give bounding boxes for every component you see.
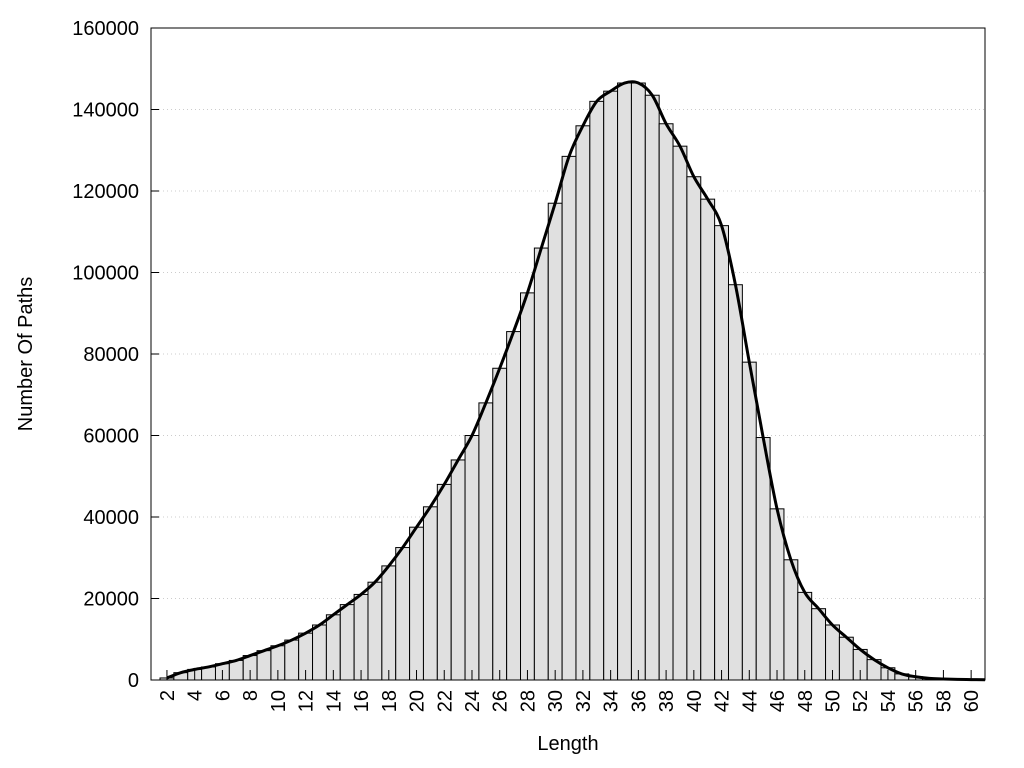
x-tick-label: 6 <box>212 690 234 701</box>
bar <box>395 547 411 681</box>
y-axis-label: Number Of Paths <box>15 277 37 432</box>
bar <box>561 155 577 681</box>
bar <box>436 483 452 681</box>
x-tick-label: 2 <box>157 690 179 701</box>
bar <box>409 526 424 681</box>
x-tick-label: 48 <box>795 690 817 712</box>
bar <box>589 100 605 681</box>
bar <box>575 125 591 681</box>
bar <box>478 402 494 681</box>
bar <box>603 90 619 681</box>
x-tick-label: 42 <box>712 690 734 712</box>
x-tick-label: 56 <box>906 690 928 712</box>
bar <box>630 82 646 681</box>
y-tick-label: 60000 <box>83 426 139 448</box>
x-tick-label: 8 <box>240 690 262 701</box>
bar <box>520 292 535 681</box>
x-axis-label: Length <box>537 733 598 755</box>
bar <box>464 435 480 681</box>
x-tick-label: 30 <box>545 690 567 712</box>
bar <box>353 593 369 681</box>
x-tick-label: 50 <box>822 690 844 712</box>
x-tick-label: 58 <box>933 690 955 712</box>
x-tick-label: 36 <box>628 690 650 712</box>
x-tick-label: 14 <box>323 690 345 712</box>
trend-line <box>166 80 986 682</box>
bar <box>783 559 799 681</box>
bar <box>811 608 827 681</box>
x-tick-label: 38 <box>656 690 678 712</box>
x-tick-label: 4 <box>185 690 207 701</box>
bar <box>492 367 508 681</box>
bar <box>256 650 272 681</box>
bar <box>450 459 466 681</box>
bar <box>658 123 674 681</box>
x-tick-label: 52 <box>850 690 872 712</box>
y-tick-label: 140000 <box>72 100 139 122</box>
bar <box>617 82 632 681</box>
plot-frame <box>150 27 986 681</box>
x-tick-label: 54 <box>878 690 900 712</box>
bar <box>686 176 702 681</box>
x-tick-label: 28 <box>517 690 539 712</box>
x-tick-label: 34 <box>601 690 623 712</box>
x-tick-label: 26 <box>490 690 512 712</box>
x-tick-label: 18 <box>379 690 401 712</box>
bar <box>312 624 327 681</box>
bar <box>506 331 522 681</box>
bar <box>367 581 383 681</box>
bar <box>533 247 549 681</box>
y-tick-label: 40000 <box>83 507 139 529</box>
x-tick-label: 46 <box>767 690 789 712</box>
x-tick-label: 12 <box>296 690 318 712</box>
y-tick-label: 0 <box>128 670 139 692</box>
x-tick-label: 16 <box>351 690 373 712</box>
bar <box>228 659 244 681</box>
x-tick-label: 32 <box>573 690 595 712</box>
bar <box>700 198 716 681</box>
y-tick-label: 160000 <box>72 18 139 40</box>
x-tick-label: 44 <box>739 690 761 712</box>
bar <box>422 506 438 681</box>
x-tick-label: 22 <box>434 690 456 712</box>
bar <box>381 565 397 681</box>
bar <box>797 591 813 681</box>
y-tick-label: 80000 <box>83 344 139 366</box>
x-tick-label: 40 <box>684 690 706 712</box>
bar <box>672 145 688 681</box>
y-tick-label: 100000 <box>72 263 139 285</box>
bar <box>339 604 355 681</box>
x-tick-label: 10 <box>268 690 290 712</box>
bar <box>547 202 563 681</box>
bar <box>741 361 757 681</box>
bar <box>755 437 771 681</box>
y-tick-label: 120000 <box>72 181 139 203</box>
x-tick-label: 24 <box>462 690 484 712</box>
y-tick-label: 20000 <box>83 589 139 611</box>
bar <box>714 225 729 681</box>
x-tick-label: 60 <box>961 690 983 712</box>
bar <box>644 94 660 681</box>
bar <box>727 284 743 681</box>
bar <box>284 639 300 681</box>
bar <box>838 636 854 681</box>
x-tick-label: 20 <box>407 690 429 712</box>
